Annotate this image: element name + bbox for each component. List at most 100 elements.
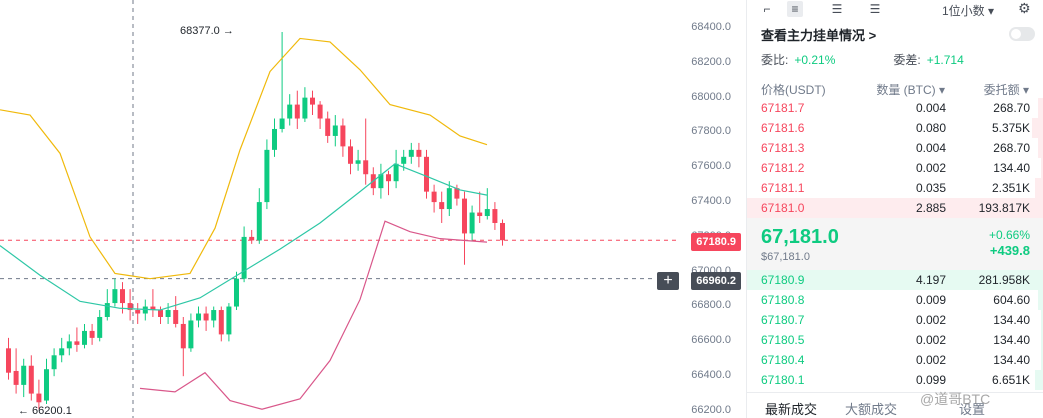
order-qty: 2.885 bbox=[915, 201, 946, 215]
ma-line-middle bbox=[0, 163, 488, 311]
candle-body bbox=[196, 313, 201, 321]
ask-row[interactable]: 67181.2 0.002 134.40 bbox=[747, 158, 1043, 178]
candle-body bbox=[469, 212, 475, 234]
depth-bar bbox=[1038, 98, 1043, 118]
candle-body bbox=[112, 289, 118, 304]
order-price: 67180.4 bbox=[761, 353, 805, 367]
order-qty: 0.099 bbox=[915, 373, 946, 387]
candle-body bbox=[158, 310, 163, 317]
whale-orders-link[interactable]: 查看主力挂单情况 > bbox=[761, 28, 877, 43]
order-price: 67181.6 bbox=[761, 121, 805, 135]
whale-orders-toggle[interactable] bbox=[1009, 27, 1035, 41]
candle-body bbox=[142, 306, 148, 314]
candle-body bbox=[424, 156, 429, 192]
candle-body bbox=[256, 202, 262, 241]
candle-body bbox=[104, 303, 110, 317]
candle-body bbox=[431, 191, 437, 203]
order-price: 67181.0 bbox=[761, 201, 805, 215]
tab-large-trades[interactable]: 大额成交 bbox=[845, 402, 898, 417]
order-price: 67181.3 bbox=[761, 141, 805, 155]
settings-icon[interactable]: ⚙ bbox=[1018, 0, 1031, 16]
ratio-label: 委比: bbox=[761, 53, 789, 67]
candle-body bbox=[51, 355, 57, 370]
candle-body bbox=[36, 393, 42, 403]
total-column-header[interactable]: 委托额 ▾ bbox=[983, 83, 1029, 97]
candle-body bbox=[500, 222, 505, 241]
tab-latest-trades[interactable]: 最新成交 bbox=[765, 402, 818, 417]
price-axis-tick: 68200.0 bbox=[691, 55, 731, 68]
order-qty: 0.004 bbox=[915, 101, 946, 115]
order-total: 268.70 bbox=[993, 101, 1030, 115]
tab-settings[interactable]: 设置 bbox=[959, 402, 986, 417]
order-price: 67180.5 bbox=[761, 333, 805, 347]
order-total: 281.958K bbox=[978, 273, 1030, 287]
candle-body bbox=[279, 118, 285, 129]
order-price: 67180.1 bbox=[761, 373, 805, 387]
candle-body bbox=[135, 310, 141, 314]
diff-value: +1.714 bbox=[926, 52, 964, 67]
ask-row[interactable]: 67181.3 0.004 268.70 bbox=[747, 138, 1043, 158]
candle-body bbox=[416, 149, 422, 157]
last-price-tag: 67180.9 bbox=[691, 233, 741, 251]
candle-body bbox=[348, 146, 353, 164]
order-book-asks-icon[interactable]: ☰ bbox=[869, 2, 881, 16]
change-percent: +0.66% bbox=[988, 228, 1030, 242]
candle-body bbox=[180, 323, 186, 349]
order-book-default-icon[interactable]: ≡ bbox=[787, 1, 803, 17]
bid-row[interactable]: 67180.7 0.002 134.40 bbox=[747, 310, 1043, 330]
kline-chart[interactable]: 68400.0 68200.0 68000.0 67800.0 67600.0 67400… bbox=[0, 0, 745, 418]
order-total: 134.40 bbox=[993, 333, 1030, 347]
depth-bar bbox=[1038, 138, 1043, 158]
qty-column-header[interactable]: 数量 (BTC) ▾ bbox=[876, 83, 945, 97]
order-total: 268.70 bbox=[993, 141, 1030, 155]
ask-row[interactable]: 67181.7 0.004 268.70 bbox=[747, 98, 1043, 118]
depth-bar bbox=[1032, 118, 1043, 138]
candle-body bbox=[82, 330, 87, 345]
candle-body bbox=[294, 104, 300, 119]
candle-body bbox=[462, 198, 467, 234]
order-qty: 0.004 bbox=[915, 141, 946, 155]
candle-body bbox=[317, 104, 323, 119]
order-book-header: 价格(USDT) 数量 (BTC) ▾ 委托额 ▾ bbox=[761, 81, 1029, 99]
order-total: 2.351K bbox=[991, 181, 1030, 195]
depth-bar bbox=[1035, 370, 1043, 390]
order-book-bids-icon[interactable]: ☰ bbox=[831, 2, 843, 16]
candle-body bbox=[59, 348, 65, 356]
ask-row[interactable]: 67181.0 2.885 193.817K bbox=[747, 198, 1043, 218]
candle-body bbox=[401, 156, 407, 164]
candle-body bbox=[454, 188, 460, 199]
candle-body bbox=[97, 316, 103, 338]
candle-body bbox=[355, 160, 361, 164]
candle-body bbox=[325, 118, 331, 136]
order-total: 193.817K bbox=[978, 201, 1030, 215]
low-price-marker: ← 66200.1 bbox=[18, 405, 72, 417]
crosshair-add-button[interactable]: + bbox=[657, 272, 679, 290]
candle-body bbox=[234, 278, 239, 307]
candle-body bbox=[89, 330, 95, 338]
price-axis-tick: 66800.0 bbox=[691, 299, 731, 312]
price-axis-tick: 66200.0 bbox=[691, 403, 731, 416]
order-book-both-icon[interactable]: ⌐ bbox=[763, 2, 771, 16]
bid-row[interactable]: 67180.5 0.002 134.40 bbox=[747, 330, 1043, 350]
candle-body bbox=[120, 289, 125, 304]
order-book-toolbar: ⌐ ≡ ☰ ☰ 1位小数 ▾ ⚙ bbox=[747, 0, 1043, 20]
kline-canvas[interactable] bbox=[0, 0, 745, 418]
order-book-panel: ⌐ ≡ ☰ ☰ 1位小数 ▾ ⚙ 查看主力挂单情况 > 委比: +0.21% 委… bbox=[746, 0, 1043, 418]
candle-body bbox=[241, 236, 247, 279]
bid-row[interactable]: 67180.1 0.099 6.651K bbox=[747, 370, 1043, 390]
ask-row[interactable]: 67181.6 0.080 5.375K bbox=[747, 118, 1043, 138]
ma-line-lower bbox=[139, 220, 488, 410]
candle-body bbox=[302, 97, 308, 119]
bid-row[interactable]: 67180.9 4.197 281.958K bbox=[747, 270, 1043, 290]
candle-body bbox=[492, 209, 498, 223]
order-qty: 0.080 bbox=[915, 121, 946, 135]
bid-row[interactable]: 67180.8 0.009 604.60 bbox=[747, 290, 1043, 310]
ask-row[interactable]: 67181.1 0.035 2.351K bbox=[747, 178, 1043, 198]
precision-select[interactable]: 1位小数 ▾ bbox=[942, 4, 995, 18]
bid-row[interactable]: 67180.4 0.002 134.40 bbox=[747, 350, 1043, 370]
candle-body bbox=[332, 125, 338, 136]
candle-body bbox=[386, 174, 391, 182]
order-qty: 4.197 bbox=[915, 273, 946, 287]
order-qty: 0.035 bbox=[915, 181, 946, 195]
diff-label: 委差: bbox=[893, 53, 921, 67]
